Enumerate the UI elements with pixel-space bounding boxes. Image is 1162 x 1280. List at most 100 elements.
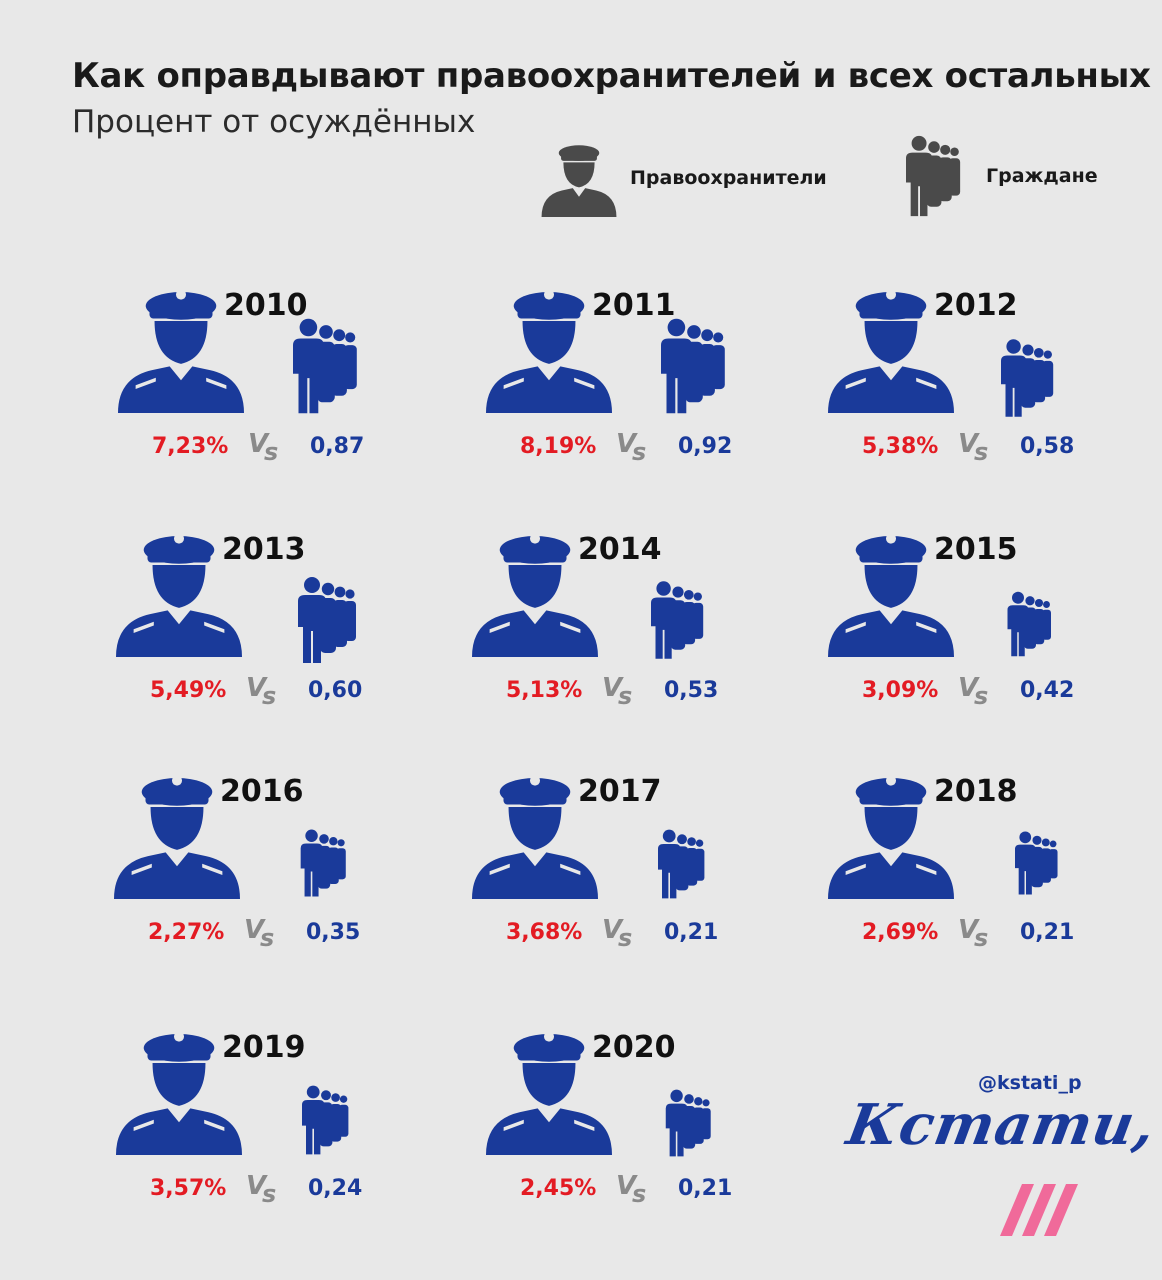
citizens-value: 0,60 <box>308 678 363 703</box>
vs-icon: V s <box>958 673 988 708</box>
year-label: 2011 <box>592 288 676 323</box>
year-cell: 2018 2,69% V s 0,21 <box>828 772 1162 1002</box>
year-cell: 2017 3,68% V s 0,21 <box>472 772 812 1002</box>
crowd-icon <box>665 1089 711 1157</box>
year-cell: 2019 3,57% V s 0,24 <box>116 1028 456 1258</box>
year-label: 2020 <box>592 1030 676 1065</box>
vs-icon: V s <box>958 915 988 950</box>
crowd-icon <box>1007 591 1051 657</box>
crowd-icon <box>1001 339 1054 417</box>
vs-icon: V s <box>244 915 274 950</box>
year-cell: 2010 7,23% V s 0,87 <box>118 286 458 516</box>
citizens-value: 0,92 <box>678 434 733 459</box>
svg-text:V: V <box>602 915 624 945</box>
year-cell: 2012 5,38% V s 0,58 <box>828 286 1162 516</box>
officer-icon <box>828 289 954 413</box>
crowd-icon <box>1015 831 1058 895</box>
vs-icon: V s <box>602 673 632 708</box>
citizens-value: 0,58 <box>1020 434 1075 459</box>
crowd-icon <box>651 581 704 659</box>
officers-value: 5,13% <box>506 678 583 703</box>
crowd-icon <box>293 318 357 414</box>
crowd-icon <box>302 1085 349 1155</box>
officer-icon <box>828 533 954 657</box>
legend-citizens: Граждане <box>896 134 1098 218</box>
officers-value: 2,45% <box>520 1176 597 1201</box>
crowd-icon <box>298 577 356 663</box>
crowd-icon <box>661 318 725 414</box>
vs-icon: V s <box>246 1171 276 1206</box>
svg-text:s: s <box>264 438 278 464</box>
svg-text:V: V <box>616 429 638 459</box>
citizens-value: 0,87 <box>310 434 365 459</box>
officer-icon <box>114 775 240 899</box>
officer-icon <box>116 533 242 657</box>
year-label: 2013 <box>222 532 306 567</box>
officers-value: 2,69% <box>862 920 939 945</box>
svg-text:s: s <box>974 682 988 708</box>
brand-logo: Кстати, <box>842 1092 1161 1158</box>
svg-text:V: V <box>244 915 266 945</box>
year-label: 2015 <box>934 532 1018 567</box>
year-label: 2018 <box>934 774 1018 809</box>
svg-text:s: s <box>618 924 632 950</box>
page-subtitle: Процент от осуждённых <box>72 104 476 140</box>
svg-text:s: s <box>618 682 632 708</box>
svg-text:V: V <box>246 1171 268 1201</box>
vs-icon: V s <box>958 429 988 464</box>
year-cell: 2016 2,27% V s 0,35 <box>114 772 454 1002</box>
officers-value: 5,49% <box>150 678 227 703</box>
svg-text:V: V <box>246 673 268 703</box>
officers-value: 2,27% <box>148 920 225 945</box>
vs-icon: V s <box>246 673 276 708</box>
officers-value: 8,19% <box>520 434 597 459</box>
legend-citizens-label: Граждане <box>986 165 1098 187</box>
year-label: 2014 <box>578 532 662 567</box>
citizens-value: 0,21 <box>664 920 719 945</box>
officer-icon <box>486 289 612 413</box>
social-handle: @kstati_p <box>978 1072 1082 1094</box>
svg-text:s: s <box>632 438 646 464</box>
svg-text:s: s <box>262 682 276 708</box>
officers-value: 3,68% <box>506 920 583 945</box>
page-title: Как оправдывают правоохранителей и всех … <box>72 56 1151 96</box>
svg-text:s: s <box>974 924 988 950</box>
brand-stripes-icon <box>1000 1184 1078 1236</box>
svg-text:V: V <box>958 429 980 459</box>
citizens-value: 0,53 <box>664 678 719 703</box>
citizens-value: 0,21 <box>678 1176 733 1201</box>
svg-text:V: V <box>958 673 980 703</box>
citizens-value: 0,35 <box>306 920 361 945</box>
vs-icon: V s <box>248 429 278 464</box>
vs-icon: V s <box>616 1171 646 1206</box>
citizens-value: 0,42 <box>1020 678 1075 703</box>
officer-icon <box>828 775 954 899</box>
officer-icon <box>118 289 244 413</box>
officer-icon <box>486 1031 612 1155</box>
year-cell: 2020 2,45% V s 0,21 <box>486 1028 826 1258</box>
legend-officers: Правоохранители <box>540 138 827 218</box>
svg-text:V: V <box>602 673 624 703</box>
svg-text:s: s <box>262 1180 276 1206</box>
svg-text:s: s <box>974 438 988 464</box>
crowd-icon <box>300 829 346 897</box>
officer-icon <box>541 145 617 217</box>
year-label: 2016 <box>220 774 304 809</box>
svg-text:s: s <box>632 1180 646 1206</box>
citizens-value: 0,21 <box>1020 920 1075 945</box>
vs-icon: V s <box>602 915 632 950</box>
year-label: 2010 <box>224 288 308 323</box>
crowd-icon <box>906 135 961 217</box>
year-cell: 2014 5,13% V s 0,53 <box>472 530 812 760</box>
year-label: 2017 <box>578 774 662 809</box>
svg-text:s: s <box>260 924 274 950</box>
legend-officers-label: Правоохранители <box>630 167 827 189</box>
officers-value: 3,57% <box>150 1176 227 1201</box>
officers-value: 3,09% <box>862 678 939 703</box>
year-cell: 2015 3,09% V s 0,42 <box>828 530 1162 760</box>
officer-icon <box>116 1031 242 1155</box>
vs-icon: V s <box>616 429 646 464</box>
citizens-value: 0,24 <box>308 1176 363 1201</box>
year-label: 2019 <box>222 1030 306 1065</box>
crowd-icon <box>658 829 705 899</box>
